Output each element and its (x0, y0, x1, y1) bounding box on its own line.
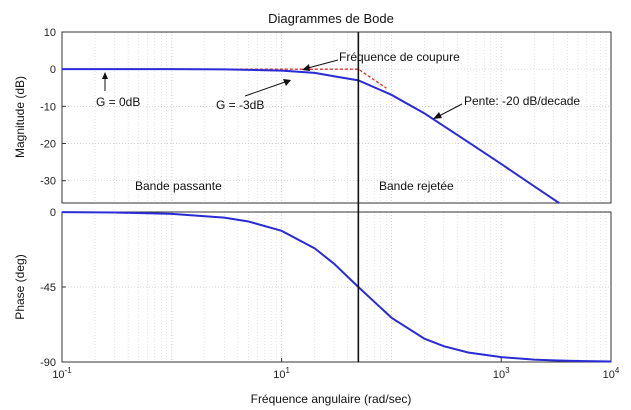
annotation-arrows (102, 59, 463, 119)
phase-y-tick-label: 0 (50, 207, 56, 219)
slope-arrowhead (433, 112, 442, 119)
phase-y-tick-label: -90 (40, 357, 56, 369)
magnitude-y-ticks: 10 0 -10 -20 -30 (40, 27, 66, 188)
magnitude-y-tick-label: 10 (44, 27, 56, 39)
magnitude-y-tick-label: 0 (50, 64, 56, 76)
gain-3db-arrowhead (283, 79, 291, 86)
frequency-x-axis-label: Fréquence angulaire (rad/sec) (251, 392, 412, 406)
phase-y-axis-label: Phase (deg) (13, 254, 27, 319)
chart-title: Diagrammes de Bode (268, 11, 394, 26)
phase-series-line (61, 211, 612, 363)
cutoff-arrow (307, 59, 339, 69)
magnitude-y-tick-label: -30 (40, 176, 56, 188)
frequency-x-ticks: 10-1 101 103 104 (52, 358, 620, 381)
gain-3db-annotation: G = -3dB (216, 98, 264, 112)
gain-3db-arrow (244, 81, 286, 97)
x-tick-label: 103 (493, 366, 510, 381)
magnitude-y-tick-label: -10 (40, 101, 56, 113)
passband-annotation: Bande passante (135, 179, 222, 193)
slope-arrow (438, 103, 463, 117)
x-tick-label: 101 (273, 366, 290, 381)
gain-0db-annotation: G = 0dB (96, 95, 140, 109)
magnitude-plot-frame (61, 31, 612, 204)
gain-0db-arrowhead (102, 72, 108, 79)
x-tick-label: 104 (603, 366, 620, 381)
cutoff-frequency-annotation: Fréquence de coupure (339, 50, 460, 64)
phase-y-tick-label: -45 (40, 282, 56, 294)
magnitude-series-line (62, 68, 560, 204)
stopband-annotation: Bande rejetée (379, 179, 454, 193)
cutoff-arrowhead (302, 64, 310, 71)
magnitude-y-tick-label: -20 (40, 139, 56, 151)
magnitude-y-axis-label: Magnitude (dB) (13, 76, 27, 158)
slope-annotation: Pente: -20 dB/decade (464, 94, 580, 108)
x-tick-label: 10-1 (52, 366, 72, 381)
